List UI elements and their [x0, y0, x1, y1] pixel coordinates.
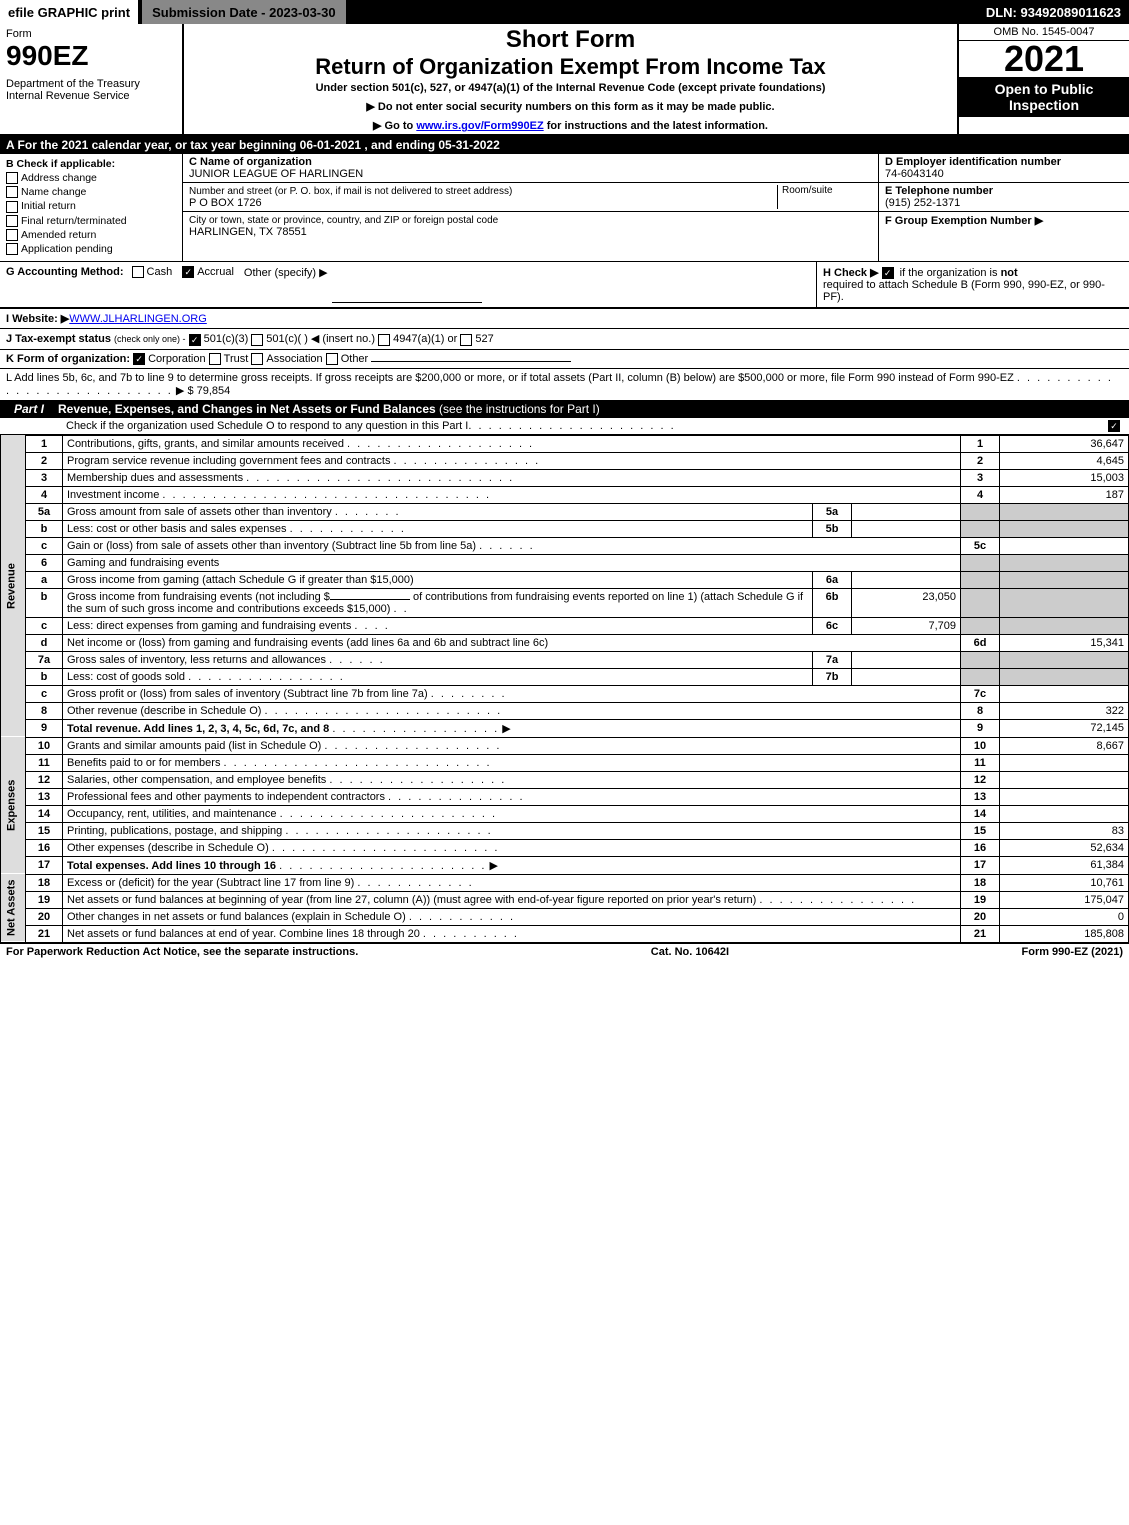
form-number: 990EZ: [6, 40, 176, 72]
dln-label: DLN: 93492089011623: [986, 5, 1129, 20]
b-label: B Check if applicable:: [6, 158, 176, 170]
chk-501c3[interactable]: ✓: [189, 334, 201, 346]
line-g: G Accounting Method: Cash ✓Accrual Other…: [0, 262, 816, 307]
chk-initial[interactable]: Initial return: [6, 200, 176, 212]
form-label: Form: [6, 28, 176, 40]
block-bcdef: B Check if applicable: Address change Na…: [0, 154, 1129, 262]
chk-cash[interactable]: [132, 266, 144, 278]
line-h: H Check ▶ ✓ if the organization is notre…: [816, 262, 1129, 307]
chk-name[interactable]: Name change: [6, 186, 176, 198]
note-ssn: ▶ Do not enter social security numbers o…: [190, 100, 951, 113]
cat-no: Cat. No. 10642I: [651, 946, 729, 958]
under-section: Under section 501(c), 527, or 4947(a)(1)…: [190, 82, 951, 94]
footer: For Paperwork Reduction Act Notice, see …: [0, 943, 1129, 960]
website-link[interactable]: WWW.JLHARLINGEN.ORG: [69, 313, 207, 325]
room-suite: Room/suite: [777, 185, 872, 209]
pra-notice: For Paperwork Reduction Act Notice, see …: [6, 946, 358, 958]
header-mid: Short Form Return of Organization Exempt…: [184, 24, 957, 134]
note-goto: ▶ Go to www.irs.gov/Form990EZ for instru…: [190, 119, 951, 132]
col-c: C Name of organizationJUNIOR LEAGUE OF H…: [183, 154, 878, 261]
col-b: B Check if applicable: Address change Na…: [0, 154, 183, 261]
c-name: C Name of organizationJUNIOR LEAGUE OF H…: [183, 154, 878, 183]
goto-prefix: ▶ Go to: [373, 120, 416, 132]
chk-accrual[interactable]: ✓: [182, 266, 194, 278]
city-value: HARLINGEN, TX 78551: [189, 226, 307, 238]
submission-date: Submission Date - 2023-03-30: [142, 0, 346, 24]
chk-final[interactable]: Final return/terminated: [6, 215, 176, 227]
chk-pending[interactable]: Application pending: [6, 243, 176, 255]
short-form-title: Short Form: [190, 26, 951, 54]
c-street: Number and street (or P. O. box, if mail…: [183, 183, 878, 212]
street-value: P O BOX 1726: [189, 197, 262, 209]
line-l: L Add lines 5b, 6c, and 7b to line 9 to …: [0, 368, 1129, 400]
tax-year: 2021: [959, 41, 1129, 77]
chk-corp[interactable]: ✓: [133, 353, 145, 365]
chk-address[interactable]: Address change: [6, 172, 176, 184]
chk-trust[interactable]: [209, 353, 221, 365]
part-i-bar: Part I Revenue, Expenses, and Changes in…: [0, 400, 1129, 418]
chk-other[interactable]: [326, 353, 338, 365]
d-ein: D Employer identification number74-60431…: [879, 154, 1129, 183]
chk-assoc[interactable]: [251, 353, 263, 365]
line-i: I Website: ▶WWW.JLHARLINGEN.ORG: [0, 308, 1129, 328]
irs-link[interactable]: www.irs.gov/Form990EZ: [416, 120, 543, 132]
open-to-public: Open to Public Inspection: [959, 77, 1129, 117]
netassets-label: Net Assets: [1, 874, 26, 942]
phone-value: (915) 252-1371: [885, 197, 960, 209]
line-a: A For the 2021 calendar year, or tax yea…: [0, 136, 1129, 154]
form-header: Form 990EZ Department of the Treasury In…: [0, 24, 1129, 136]
efile-label[interactable]: efile GRAPHIC print: [0, 0, 138, 24]
header-right: OMB No. 1545-0047 2021 Open to Public In…: [957, 24, 1129, 134]
part-i-table: Revenue 1Contributions, gifts, grants, a…: [0, 435, 1129, 943]
top-bar: efile GRAPHIC print Submission Date - 20…: [0, 0, 1129, 24]
chk-h[interactable]: ✓: [882, 267, 894, 279]
chk-amended[interactable]: Amended return: [6, 229, 176, 241]
org-name: JUNIOR LEAGUE OF HARLINGEN: [189, 168, 363, 180]
header-left: Form 990EZ Department of the Treasury In…: [0, 24, 184, 134]
line-k: K Form of organization: ✓Corporation Tru…: [0, 349, 1129, 368]
expenses-label: Expenses: [1, 737, 26, 874]
f-group: F Group Exemption Number ▶: [879, 212, 1129, 229]
revenue-label: Revenue: [1, 435, 26, 737]
gross-receipts: 79,854: [197, 385, 231, 397]
c-city: City or town, state or province, country…: [183, 212, 878, 240]
chk-4947[interactable]: [378, 334, 390, 346]
dept-label: Department of the Treasury Internal Reve…: [6, 78, 176, 102]
chk-527[interactable]: [460, 334, 472, 346]
chk-schedule-o[interactable]: ✓: [1108, 420, 1120, 432]
part-i-check: Check if the organization used Schedule …: [0, 418, 1129, 435]
block-gh: G Accounting Method: Cash ✓Accrual Other…: [0, 262, 1129, 308]
goto-suffix: for instructions and the latest informat…: [544, 120, 768, 132]
part-label: Part I: [6, 402, 52, 416]
col-def: D Employer identification number74-60431…: [878, 154, 1129, 261]
e-phone: E Telephone number(915) 252-1371: [879, 183, 1129, 212]
line-j: J Tax-exempt status (check only one) - ✓…: [0, 328, 1129, 348]
chk-501c[interactable]: [251, 334, 263, 346]
ein-value: 74-6043140: [885, 168, 944, 180]
form-ref: Form 990-EZ (2021): [1022, 946, 1123, 958]
return-title: Return of Organization Exempt From Incom…: [190, 54, 951, 80]
